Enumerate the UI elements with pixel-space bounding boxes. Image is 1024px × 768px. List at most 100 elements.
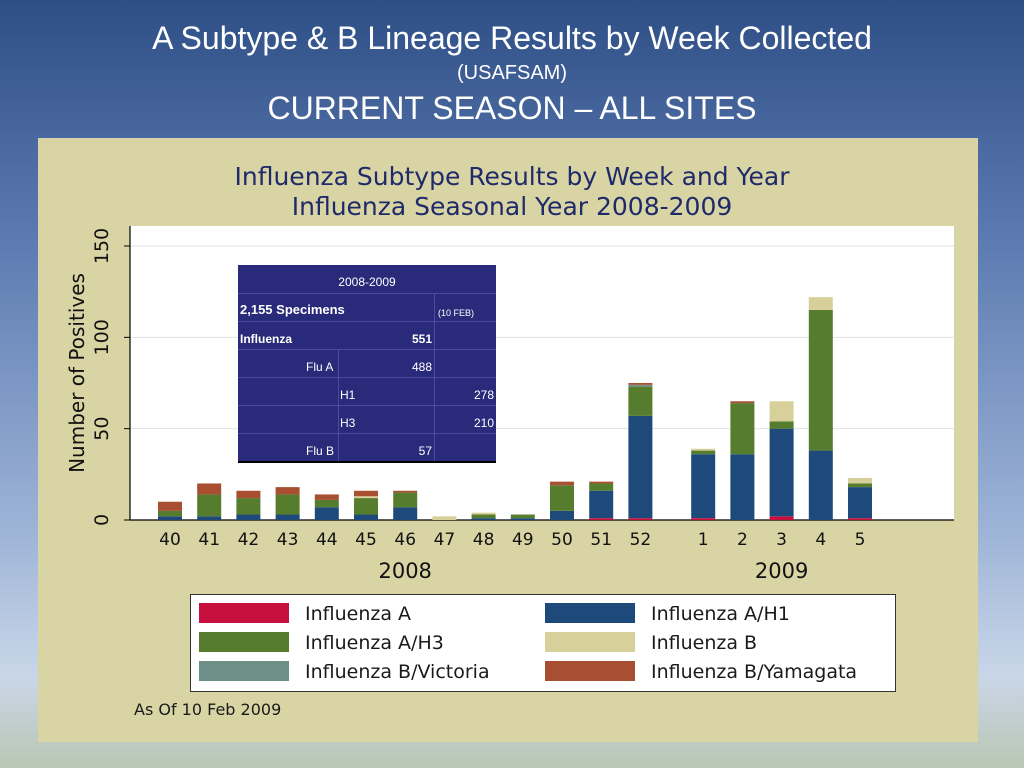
bar-segment: [275, 514, 300, 520]
bar-segment: [354, 496, 378, 499]
bar-segment: [550, 485, 574, 511]
bar-segment: [314, 499, 339, 508]
legend-label: Influenza B/Victoria: [305, 661, 490, 683]
legend-label: Influenza B/Yamagata: [651, 661, 858, 683]
bar-segment: [314, 494, 339, 500]
bar-segment: [158, 501, 182, 511]
slide-title: A Subtype & B Lineage Results by Week Co…: [152, 20, 872, 56]
x-tick-label: 40: [159, 530, 181, 550]
bar-segment: [354, 490, 378, 497]
bar-segment: [628, 383, 653, 385]
x-tick-label: 52: [630, 530, 652, 550]
legend-label: Influenza A/H1: [651, 603, 790, 625]
bar-segment: [393, 507, 418, 520]
bar-segment: [197, 483, 222, 495]
bar-segment: [730, 403, 755, 455]
table-influenza-label: Influenza: [240, 332, 293, 346]
chart-subtitle: Influenza Seasonal Year 2008-2009: [291, 192, 733, 221]
legend-swatch: [199, 632, 289, 652]
bar-segment: [354, 498, 378, 515]
bar-segment: [848, 477, 872, 484]
bar-segment: [197, 516, 222, 520]
table-h1-value: 278: [473, 388, 494, 402]
bar-segment: [691, 450, 716, 455]
bar-segment: [808, 297, 833, 310]
x-tick-label: 41: [198, 530, 220, 550]
bar-segment: [432, 516, 457, 520]
bar-segment: [354, 514, 378, 520]
x-tick-label: 47: [434, 530, 456, 550]
y-tick-label: 150: [91, 228, 113, 264]
x-tick-label: 3: [776, 530, 787, 550]
bar-segment: [730, 454, 755, 520]
x-tick-label: 5: [855, 530, 866, 550]
table-h3-label: H3: [340, 416, 356, 430]
table-h3-value: 210: [473, 416, 494, 430]
bar-segment: [275, 494, 300, 515]
bar-segment: [471, 518, 496, 520]
y-tick-label: 50: [91, 417, 113, 441]
x-group-label: 2008: [378, 559, 431, 583]
bar-segment: [769, 516, 794, 520]
bar-segment: [769, 401, 794, 422]
bar-segment: [589, 481, 614, 484]
bar-segment: [510, 518, 535, 520]
bar-segment: [471, 512, 496, 515]
bar-segment: [393, 490, 418, 493]
legend-swatch: [545, 661, 635, 681]
legend-label: Influenza A: [305, 603, 412, 625]
x-tick-label: 48: [473, 530, 495, 550]
legend-swatch: [199, 661, 289, 681]
x-tick-label: 43: [277, 530, 299, 550]
legend-swatch: [199, 603, 289, 623]
table-flu-a-label: Flu A: [306, 360, 334, 374]
y-tick-label: 100: [91, 319, 113, 355]
bar-segment: [769, 428, 794, 517]
table-flu-b-value: 57: [418, 444, 432, 458]
bar-segment: [691, 448, 716, 451]
bar-segment: [848, 483, 872, 488]
x-tick-label: 51: [590, 530, 612, 550]
bar-segment: [691, 518, 716, 520]
bar-segment: [730, 401, 755, 404]
bar-segment: [275, 487, 300, 495]
bar-segment: [236, 498, 261, 515]
slide-title-2: CURRENT SEASON – ALL SITES: [267, 90, 757, 126]
bar-segment: [471, 514, 496, 519]
legend-label: Influenza A/H3: [305, 632, 444, 654]
legend-swatch: [545, 632, 635, 652]
bar-segment: [158, 516, 182, 520]
bar-segment: [589, 518, 614, 520]
bar-segment: [628, 415, 653, 519]
bar-segment: [848, 518, 872, 520]
table-flu-b-label: Flu B: [306, 444, 335, 458]
x-tick-label: 1: [698, 530, 709, 550]
y-axis-label: Number of Positives: [65, 273, 89, 473]
bar-segment: [589, 483, 614, 491]
legend-swatch: [545, 603, 635, 623]
slide-subtitle: (USAFSAM): [457, 62, 567, 84]
x-group-label: 2009: [755, 559, 808, 583]
legend-label: Influenza B: [651, 632, 758, 654]
table-influenza-value: 551: [411, 332, 432, 346]
bar-segment: [769, 421, 794, 429]
bar-segment: [808, 450, 833, 520]
bar-segment: [197, 494, 222, 517]
table-h1-label: H1: [340, 388, 356, 402]
bar-segment: [236, 490, 261, 499]
bar-segment: [550, 481, 574, 486]
summary-table: 2008-2009 2,155 Specimens (10 FEB) Influ…: [238, 265, 496, 463]
bar-segment: [628, 384, 653, 387]
chart-title: Influenza Subtype Results by Week and Ye…: [234, 162, 790, 191]
bar-segment: [510, 514, 535, 519]
bar-segment: [589, 490, 614, 519]
table-flu-a-value: 488: [411, 360, 432, 374]
x-tick-label: 45: [355, 530, 377, 550]
as-of-date: As Of 10 Feb 2009: [134, 700, 282, 719]
bar-segment: [848, 487, 872, 519]
bar-segment: [628, 518, 653, 520]
table-season: 2008-2009: [338, 275, 396, 289]
bar-segment: [314, 507, 339, 520]
table-specimens: 2,155 Specimens: [240, 302, 345, 317]
y-tick-label: 0: [91, 514, 113, 526]
